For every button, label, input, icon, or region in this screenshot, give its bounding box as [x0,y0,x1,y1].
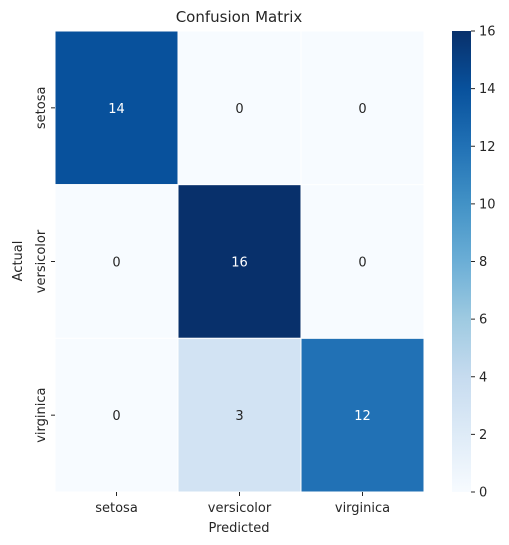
colorbar-tick-label: 14 [479,82,496,97]
y-axis-label: Actual [11,241,26,282]
heatmap-cell [177,30,302,186]
x-tick-label: versicolor [208,501,272,516]
heatmap-cells: 14 0 0 0 16 0 0 3 12 [54,30,425,493]
x-axis-label: Predicted [208,521,269,536]
heatmap-cell [54,184,179,339]
chart-title: Confusion Matrix [176,8,303,26]
y-tick-label: virginica [34,388,49,443]
cell-value-label: 0 [358,102,366,117]
cell-value-label: 0 [112,409,120,424]
colorbar: 0 2 4 6 8 10 12 14 16 [452,25,496,501]
y-axis-ticks: setosa versicolor virginica [34,87,55,443]
cell-value-label: 3 [235,409,243,424]
colorbar-tick-label: 12 [479,140,496,155]
heatmap-cell [177,337,302,493]
colorbar-tick-label: 6 [479,313,487,328]
cell-value-label: 0 [358,256,366,271]
colorbar-tick-label: 4 [479,370,487,385]
heatmap-cell [54,30,179,186]
cell-value-label: 0 [112,256,120,271]
cell-value-label: 16 [231,256,248,271]
colorbar-tick-label: 10 [479,197,496,212]
cell-value-label: 12 [354,409,371,424]
cell-value-label: 14 [108,102,125,117]
colorbar-gradient [452,31,471,492]
x-tick-label: virginica [335,501,390,516]
heatmap-cell [300,184,425,339]
colorbar-tick-label: 16 [479,25,496,40]
heatmap-cell [177,184,302,339]
cell-value-label: 0 [235,102,243,117]
x-axis-ticks: setosa versicolor virginica [95,492,390,516]
colorbar-tick-label: 0 [479,486,487,501]
x-tick-label: setosa [95,501,138,516]
colorbar-tick-label: 2 [479,428,487,443]
y-tick-label: setosa [34,87,49,130]
colorbar-tick-label: 8 [479,255,487,270]
heatmap-cell [300,30,425,186]
y-tick-label: versicolor [34,229,49,293]
